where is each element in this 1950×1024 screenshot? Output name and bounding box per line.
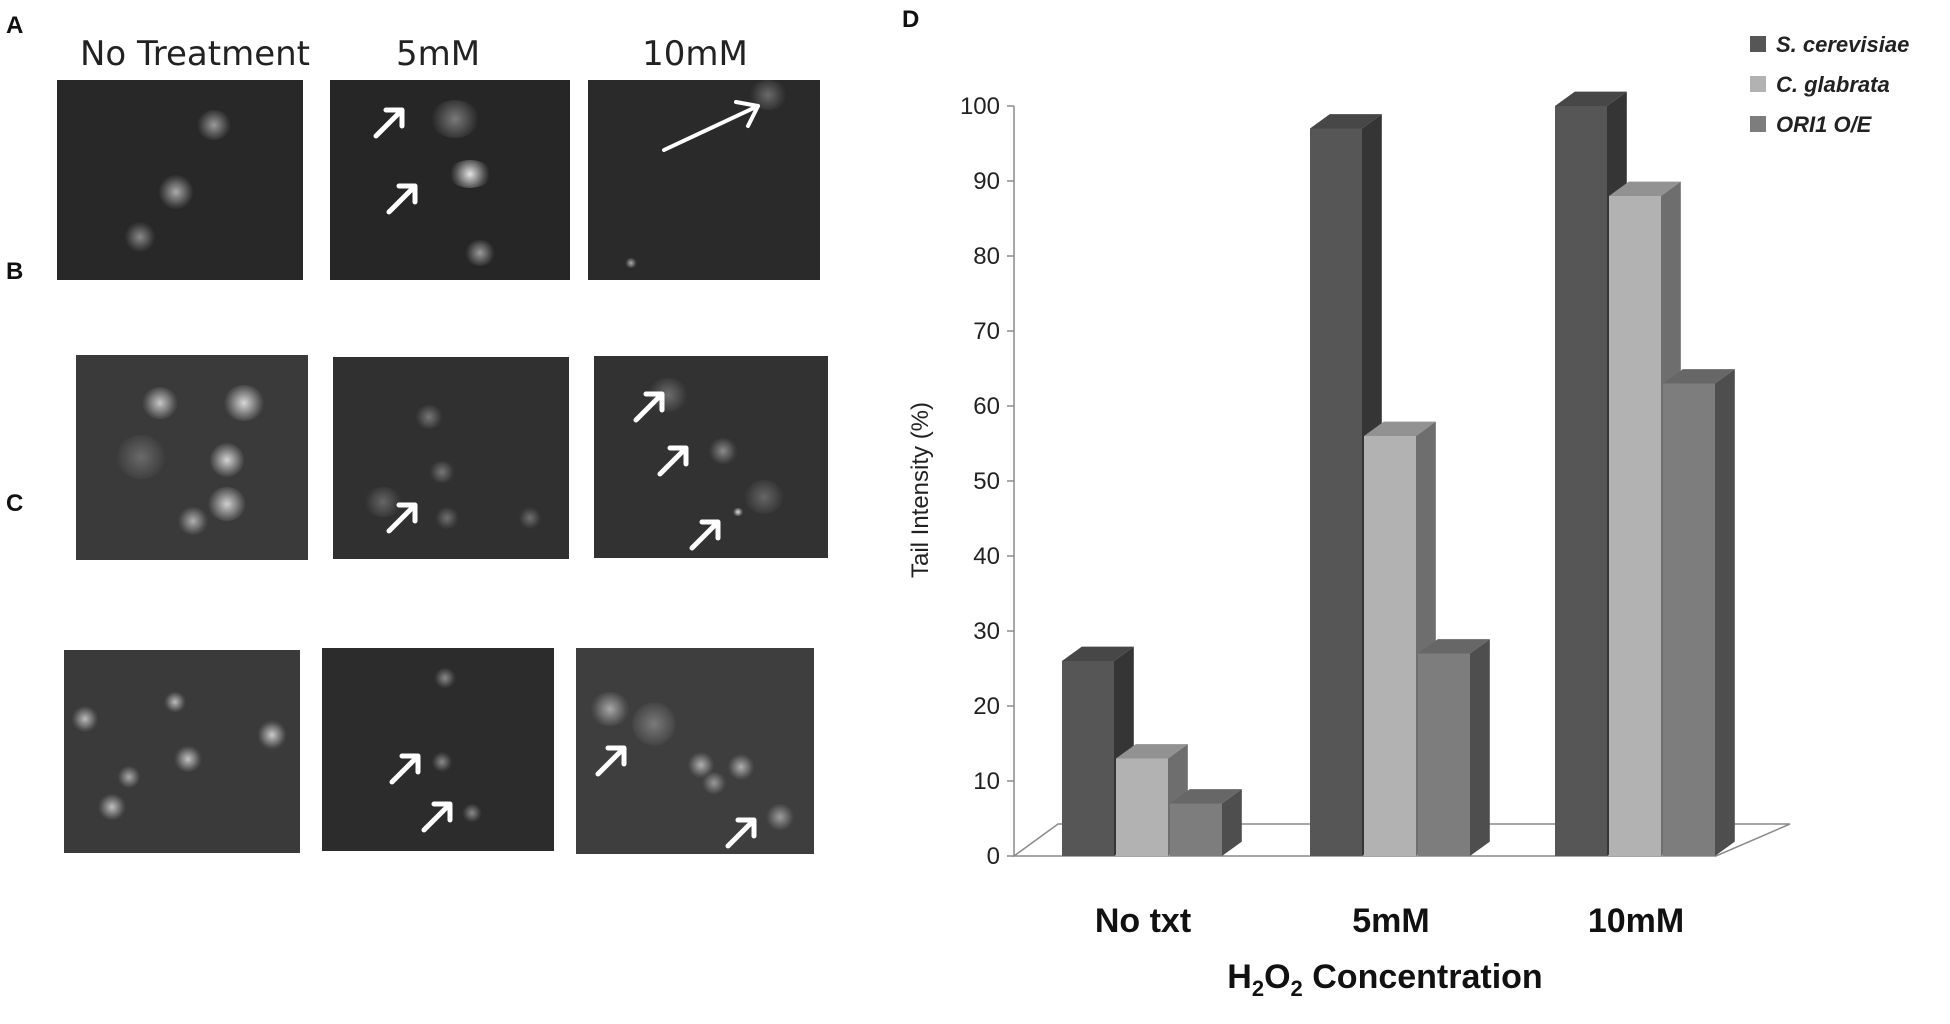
y-tick-label: 70 [973, 318, 1000, 345]
panel-label-d: D [902, 6, 920, 33]
bar-front [1418, 653, 1470, 856]
bar-top [1663, 369, 1735, 384]
bar-top [1062, 646, 1134, 661]
micrograph-a-5mm [330, 80, 570, 280]
y-tick-label: 30 [973, 618, 1000, 645]
legend-swatch [1750, 76, 1766, 92]
x-category-label: 5mM [1352, 902, 1429, 940]
bar-front [1609, 196, 1661, 856]
column-header-no-treatment: No Treatment [79, 34, 311, 74]
legend-swatch [1750, 36, 1766, 52]
bar-side [1470, 639, 1490, 856]
y-tick-label: 40 [973, 543, 1000, 570]
y-axis-label: Tail Intensity (%) [907, 402, 934, 578]
bar-top [1170, 789, 1242, 804]
micrograph-a-10mm [588, 80, 820, 280]
y-tick-label: 20 [973, 693, 1000, 720]
bar-top [1418, 639, 1490, 654]
y-tick-label: 80 [973, 243, 1000, 270]
legend-label: C. glabrata [1776, 72, 1890, 97]
bar-side [1715, 369, 1735, 856]
bar [1364, 421, 1436, 856]
micrograph-c-no-treatment [64, 650, 300, 853]
bar-top [1555, 91, 1627, 106]
column-header-5mm: 5mM [395, 34, 481, 74]
x-axis-label: H2O2 Concentration [1227, 958, 1542, 1001]
bar-side [1222, 789, 1242, 856]
tail-intensity-bar-chart: 0 10 20 30 40 50 60 70 80 90 100 Tail Intensity (%)… [907, 32, 1909, 1001]
micrograph-b-5mm [333, 357, 569, 559]
y-tick-label: 90 [973, 168, 1000, 195]
bar-top [1310, 114, 1382, 129]
column-header-10mm: 10mM [642, 34, 748, 74]
bar-front [1555, 106, 1607, 856]
bar-front [1170, 803, 1222, 856]
micrograph-c-10mm [576, 648, 814, 854]
bar-front [1116, 758, 1168, 856]
legend-label: S. cerevisiae [1776, 32, 1909, 57]
bar [1418, 639, 1490, 856]
legend-swatch [1750, 116, 1766, 132]
x-category-label: No txt [1095, 902, 1191, 940]
bar-top [1116, 744, 1188, 759]
chart-floor [1011, 823, 1791, 857]
micrograph-c-5mm [322, 648, 554, 851]
panel-label-a: A [6, 12, 24, 39]
bar [1170, 789, 1242, 856]
y-tick-label: 50 [973, 468, 1000, 495]
x-category-label: 10mM [1588, 902, 1684, 940]
micrograph-a-no-treatment [57, 80, 303, 280]
legend-label: ORI1 O/E [1776, 112, 1873, 137]
bar-front [1062, 661, 1114, 856]
panel-label-c: C [6, 490, 24, 517]
bar-top [1609, 181, 1681, 196]
y-tick-label: 60 [973, 393, 1000, 420]
bar-front [1364, 436, 1416, 856]
y-tick-label: 10 [973, 768, 1000, 795]
panel-label-b: B [6, 258, 24, 285]
bar-front [1663, 383, 1715, 856]
micrograph-b-no-treatment [76, 355, 308, 560]
bar-top [1364, 421, 1436, 436]
bar [1663, 369, 1735, 856]
y-tick-label: 100 [960, 93, 1000, 120]
y-tick-label: 0 [987, 843, 1000, 870]
micrograph-b-10mm [594, 356, 828, 558]
bar-front [1310, 128, 1362, 856]
